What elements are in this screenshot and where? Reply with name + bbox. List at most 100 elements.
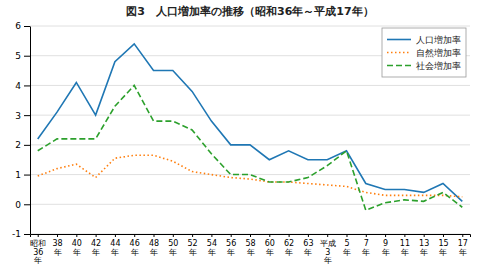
x-tick-label: 平成3年: [320, 239, 336, 265]
x-tick-label: 7年: [362, 239, 370, 256]
x-tick: 62年: [284, 234, 294, 257]
x-tick-mark: [231, 234, 232, 237]
y-tick-mark: [24, 56, 30, 57]
legend-label: 社会増加率: [416, 61, 461, 71]
y-tick-label: 6: [15, 21, 21, 31]
x-tick: 7年: [362, 234, 370, 257]
x-tick-mark: [289, 234, 290, 237]
x-tick-label: 56年: [226, 239, 236, 256]
x-tick: 54年: [207, 234, 217, 257]
x-tick: 11年: [400, 234, 410, 257]
legend-label: 自然増加率: [416, 48, 461, 58]
y-tick-label: 4: [15, 81, 21, 91]
y-tick-label: 5: [15, 51, 21, 61]
y-tick-label: -1: [12, 229, 21, 239]
y-tick-label: 0: [15, 200, 21, 210]
x-tick: 40年: [72, 234, 82, 257]
y-tick-mark: [24, 175, 30, 176]
y-tick: -1: [12, 229, 30, 239]
x-tick-label: 60年: [265, 239, 275, 256]
x-tick-label: 58年: [245, 239, 255, 256]
y-tick-label: 2: [15, 140, 21, 150]
y-axis: -1 0 1 2 3 4 5 6: [12, 21, 30, 239]
x-tick: 9年: [382, 234, 390, 257]
chart: 図3 人口増加率の推移（昭和36年～平成17年） -1 0 1 2 3 4 5 6 昭和36年 38…: [0, 0, 480, 274]
y-tick-mark: [24, 85, 30, 86]
y-tick-mark: [24, 234, 30, 235]
x-tick-mark: [462, 234, 463, 237]
y-tick: 5: [15, 51, 30, 61]
legend-box: [382, 28, 466, 77]
x-tick-mark: [192, 234, 193, 237]
y-tick: 2: [15, 140, 30, 150]
x-tick-mark: [443, 234, 444, 237]
x-tick-label: 46年: [130, 239, 140, 256]
x-tick-label: 50年: [168, 239, 178, 256]
y-tick-mark: [24, 26, 30, 27]
x-tick-mark: [424, 234, 425, 237]
x-tick-mark: [211, 234, 212, 237]
x-tick: 50年: [168, 234, 178, 257]
x-tick-label: 15年: [438, 239, 448, 256]
x-tick-mark: [404, 234, 405, 237]
x-tick-mark: [154, 234, 155, 237]
x-tick-label: 昭和36年: [30, 239, 46, 265]
x-tick: 46年: [130, 234, 140, 257]
legend-label: 人口増加率: [416, 35, 461, 45]
x-tick: 17年: [458, 234, 468, 257]
x-tick-label: 52年: [188, 239, 198, 256]
y-tick-mark: [24, 145, 30, 146]
x-tick-mark: [96, 234, 97, 237]
x-tick-mark: [346, 234, 347, 237]
legend-swatch: [387, 65, 411, 67]
x-tick-label: 40年: [72, 239, 82, 256]
x-tick: 56年: [226, 234, 236, 257]
title: 図3 人口増加率の推移（昭和36年～平成17年）: [126, 5, 373, 18]
grid: [30, 26, 470, 234]
grid-line: [30, 26, 470, 27]
x-tick: 38年: [52, 234, 62, 257]
x-tick: 昭和36年: [30, 234, 46, 265]
x-tick-label: 9年: [382, 239, 390, 256]
x-tick-label: 62年: [284, 239, 294, 256]
x-tick: 58年: [245, 234, 255, 257]
legend-swatch: [387, 39, 411, 41]
x-tick: 13年: [419, 234, 429, 257]
grid-line: [30, 85, 470, 86]
x-tick-label: 13年: [419, 239, 429, 256]
x-tick-mark: [366, 234, 367, 237]
y-tick-label: 3: [15, 111, 21, 121]
y-tick: 1: [15, 170, 30, 180]
grid-line: [30, 204, 470, 205]
y-tick-label: 1: [15, 170, 21, 180]
x-tick-mark: [385, 234, 386, 237]
x-tick-mark: [76, 234, 77, 237]
y-tick: 4: [15, 81, 30, 91]
x-tick-label: 38年: [52, 239, 62, 256]
x-tick-label: 48年: [149, 239, 159, 256]
x-tick-label: 17年: [458, 239, 468, 256]
x-tick: 5年: [343, 234, 351, 257]
x-tick: 48年: [149, 234, 159, 257]
x-tick-label: 54年: [207, 239, 217, 256]
x-axis-line: [31, 235, 471, 238]
x-tick-mark: [134, 234, 135, 237]
x-tick: 52年: [188, 234, 198, 257]
x-tick-mark: [115, 234, 116, 237]
x-tick-label: 44年: [110, 239, 120, 256]
x-tick: 42年: [91, 234, 101, 257]
x-tick-mark: [173, 234, 174, 237]
series-line: [38, 85, 463, 210]
x-tick-label: 11年: [400, 239, 410, 256]
grid-line: [30, 174, 470, 175]
y-tick: 3: [15, 111, 30, 121]
y-tick: 6: [15, 21, 30, 31]
x-axis: 昭和36年 38年 40年 42年 44年 46年 48年 50年 52年 54年 56年 58年 60…: [30, 234, 470, 265]
x-tick: 15年: [438, 234, 448, 257]
legend-swatch: [387, 52, 411, 54]
x-tick-mark: [57, 234, 58, 237]
x-tick-label: 42年: [91, 239, 101, 256]
x-tick-mark: [38, 234, 39, 237]
x-tick-mark: [308, 234, 309, 237]
x-tick-mark: [250, 234, 251, 237]
